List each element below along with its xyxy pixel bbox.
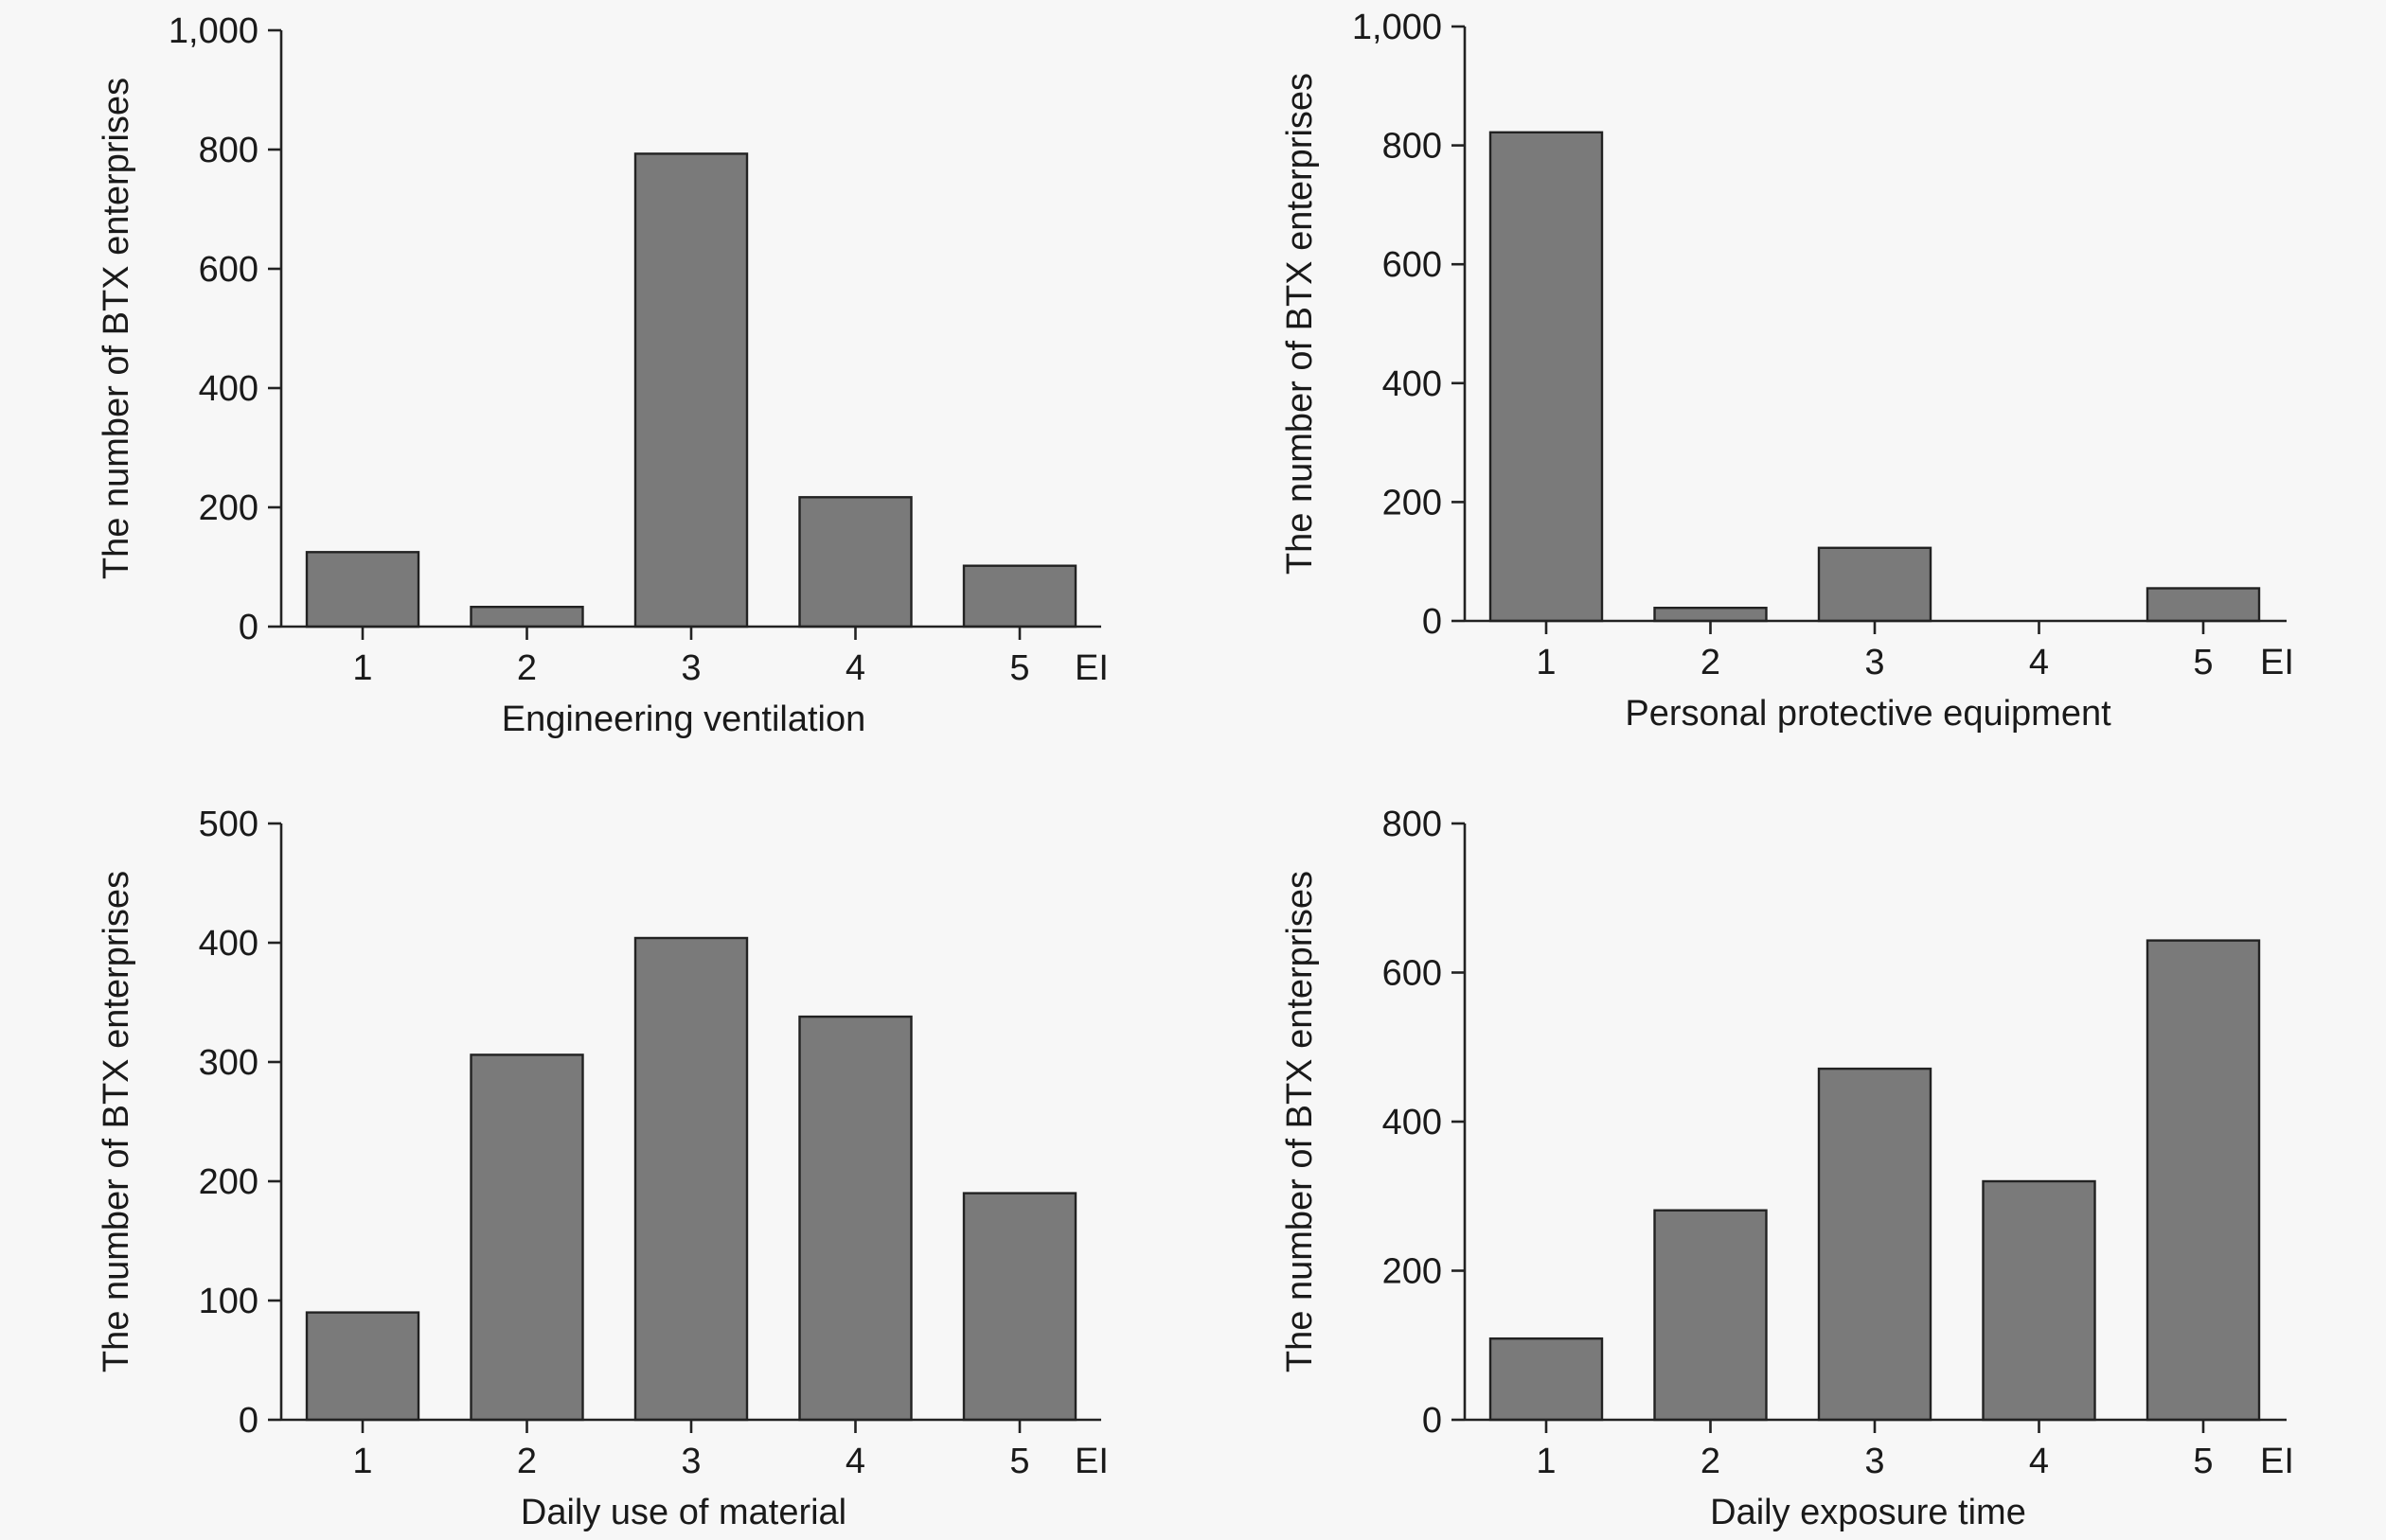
bar-2 xyxy=(1653,607,1768,623)
x-tick-label: 5 xyxy=(1009,648,1029,688)
y-tick-label: 400 xyxy=(199,369,258,409)
y-axis-title: The number of BTX enterprises xyxy=(1280,73,1320,575)
y-tick-label: 0 xyxy=(239,608,258,647)
x-tick-label: 4 xyxy=(846,1442,865,1481)
x-end-label: EI xyxy=(1075,648,1109,688)
x-tick-label: 3 xyxy=(681,648,701,688)
x-axis-title: Engineering ventilation xyxy=(502,699,866,739)
panel-daily-exposure-time: 0 200 400 600 800 1 2 3 4 5 EI Daily exposure time T… xyxy=(1280,805,2294,1532)
y-tick-label: 1,000 xyxy=(1352,8,1442,47)
bar-1 xyxy=(305,551,420,628)
y-tick-label: 400 xyxy=(1382,364,1442,404)
y-tick-label: 400 xyxy=(1382,1103,1442,1142)
x-axis-title: Daily use of material xyxy=(521,1493,846,1532)
bar-1 xyxy=(305,1311,420,1422)
y-axis-title: The number of BTX enterprises xyxy=(97,78,136,579)
x-tick-label: 5 xyxy=(2193,643,2213,682)
x-tick-label: 2 xyxy=(1700,1442,1720,1481)
x-tick-label: 4 xyxy=(2029,643,2049,682)
bar-1 xyxy=(1488,1336,1604,1422)
y-tick-label: 600 xyxy=(1382,245,1442,285)
x-end-label: EI xyxy=(2260,643,2294,682)
y-tick-label: 200 xyxy=(199,488,258,528)
y-tick-label: 300 xyxy=(199,1043,258,1083)
x-tick-label: 1 xyxy=(1536,643,1556,682)
y-tick-label: 400 xyxy=(199,924,258,964)
y-tick-label: 200 xyxy=(1382,1252,1442,1292)
bar-4 xyxy=(798,496,913,628)
y-tick-label: 600 xyxy=(199,250,258,290)
bar-5 xyxy=(2146,939,2261,1422)
y-tick-label: 0 xyxy=(239,1401,258,1441)
x-tick-label: 2 xyxy=(517,648,537,688)
x-tick-label: 4 xyxy=(2029,1442,2049,1481)
x-end-label: EI xyxy=(2260,1442,2294,1481)
y-tick-label: 800 xyxy=(1382,127,1442,167)
y-tick-label: 500 xyxy=(199,805,258,844)
bar-2 xyxy=(470,1053,584,1422)
y-tick-label: 0 xyxy=(1422,1401,1442,1441)
bar-5 xyxy=(962,1192,1077,1422)
y-tick-label: 800 xyxy=(199,131,258,170)
bar-5 xyxy=(962,564,1077,628)
panel-engineering-ventilation: 0 200 400 600 800 1,000 1 2 3 4 5 EI Engineering ven… xyxy=(97,11,1109,739)
x-tick-label: 3 xyxy=(1864,643,1884,682)
x-tick-label: 1 xyxy=(1536,1442,1556,1481)
y-tick-label: 100 xyxy=(199,1282,258,1321)
x-tick-label: 1 xyxy=(352,1442,372,1481)
x-tick-label: 5 xyxy=(1009,1442,1029,1481)
panel-daily-use-of-material: 0 100 200 300 400 500 1 2 3 4 5 EI Daily use of mate… xyxy=(97,805,1109,1532)
bar-3 xyxy=(1817,1067,1932,1422)
x-tick-label: 2 xyxy=(1700,643,1720,682)
y-axis-title: The number of BTX enterprises xyxy=(1280,871,1320,1372)
x-end-label: EI xyxy=(1075,1442,1109,1481)
x-tick-label: 5 xyxy=(2193,1442,2213,1481)
bar-4 xyxy=(798,1015,913,1422)
x-tick-label: 4 xyxy=(846,648,865,688)
bar-3 xyxy=(1817,546,1932,623)
y-tick-label: 200 xyxy=(1382,483,1442,522)
bar-5 xyxy=(2146,587,2261,623)
y-axis-title: The number of BTX enterprises xyxy=(97,871,136,1372)
y-tick-label: 200 xyxy=(199,1162,258,1202)
y-tick-label: 800 xyxy=(1382,805,1442,844)
bar-2 xyxy=(1653,1209,1768,1422)
y-tick-label: 1,000 xyxy=(169,11,258,51)
x-tick-label: 2 xyxy=(517,1442,537,1481)
panel-personal-protective-equipment: 0 200 400 600 800 1,000 1 2 3 4 5 EI Personal protec… xyxy=(1280,8,2294,734)
bar-3 xyxy=(633,936,749,1422)
bar-2 xyxy=(470,606,584,628)
x-axis-title: Daily exposure time xyxy=(1710,1493,2026,1532)
x-axis-title: Personal protective equipment xyxy=(1625,694,2111,734)
x-tick-label: 3 xyxy=(681,1442,701,1481)
bar-3 xyxy=(633,152,749,628)
x-tick-label: 3 xyxy=(1864,1442,1884,1481)
y-tick-label: 600 xyxy=(1382,954,1442,994)
bar-4 xyxy=(1982,1179,2096,1422)
y-tick-label: 0 xyxy=(1422,602,1442,642)
bar-1 xyxy=(1488,131,1604,623)
x-tick-label: 1 xyxy=(352,648,372,688)
